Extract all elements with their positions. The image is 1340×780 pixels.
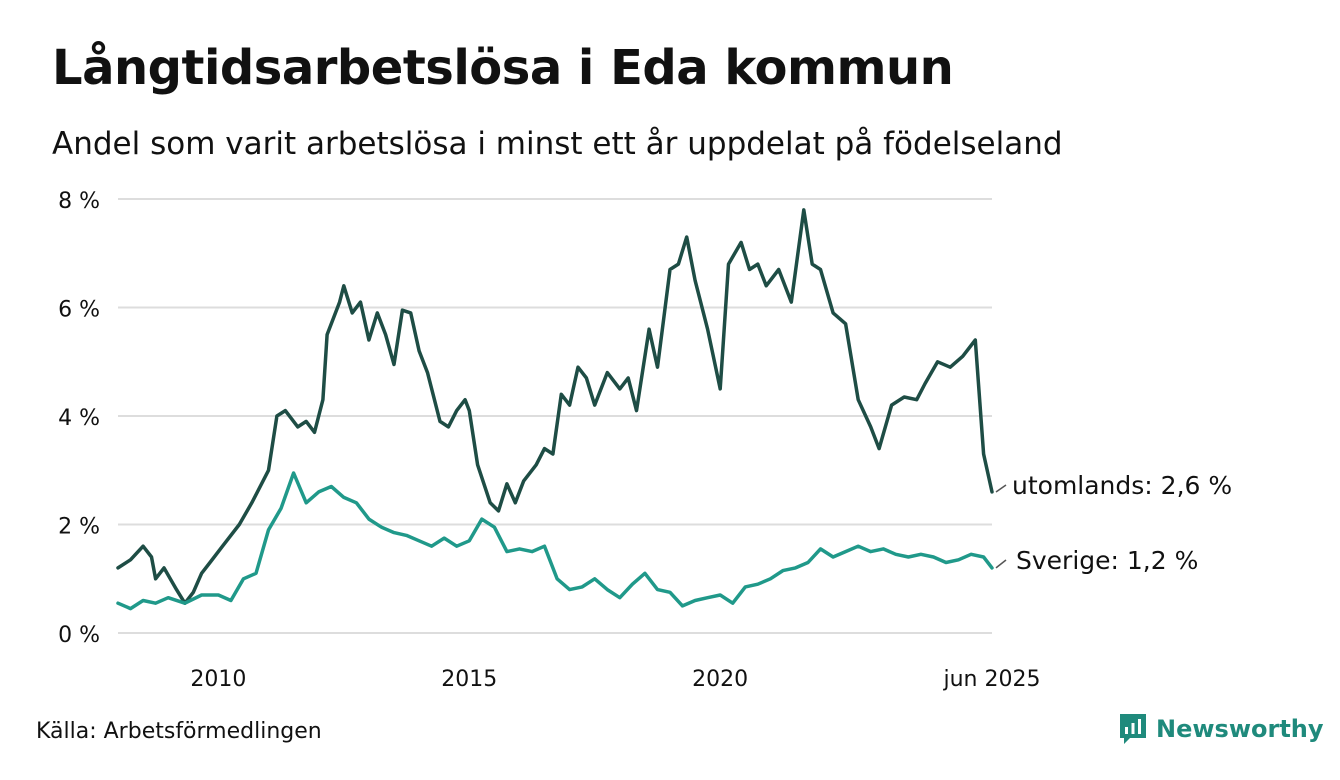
y-tick-label: 0 % [58,623,100,648]
chart-title: Långtidsarbetslösa i Eda kommun [52,40,954,96]
x-tick-label: jun 2025 [943,667,1041,692]
x-axis-labels: 2010 2015 2020 jun 2025 [190,667,1040,692]
newsworthy-logo-icon [1120,714,1146,744]
series-line-utomlands [116,208,994,605]
end-label-utomlands: utomlands: 2,6 % [1012,471,1232,500]
chart-subtitle: Andel som varit arbetslösa i minst ett å… [52,126,1063,162]
x-tick-label: 2015 [441,667,497,692]
end-label-connector [995,484,1007,493]
y-axis-labels: 0 % 2 % 4 % 6 % 8 % [58,189,100,648]
brand-name: Newsworthy [1156,715,1324,743]
x-tick-label: 2010 [190,667,246,692]
x-tick-label: 2020 [692,667,748,692]
y-tick-label: 2 % [58,515,100,540]
series-line-sverige [116,471,994,611]
line-chart: 0 % 2 % 4 % 6 % 8 % 2010 2015 2020 jun 2025 uto… [58,189,1232,692]
y-tick-label: 6 % [58,298,100,323]
end-label-connector [995,559,1007,569]
y-tick-label: 8 % [58,189,100,214]
series-lines [116,208,994,611]
end-label-sverige: Sverige: 1,2 % [1016,546,1198,575]
brand-logo: Newsworthy [1118,712,1324,746]
grid-lines [118,198,992,634]
source-note: Källa: Arbetsförmedlingen [36,719,322,744]
series-end-labels: utomlands: 2,6 % Sverige: 1,2 % [995,471,1232,575]
y-tick-label: 4 % [58,406,100,431]
